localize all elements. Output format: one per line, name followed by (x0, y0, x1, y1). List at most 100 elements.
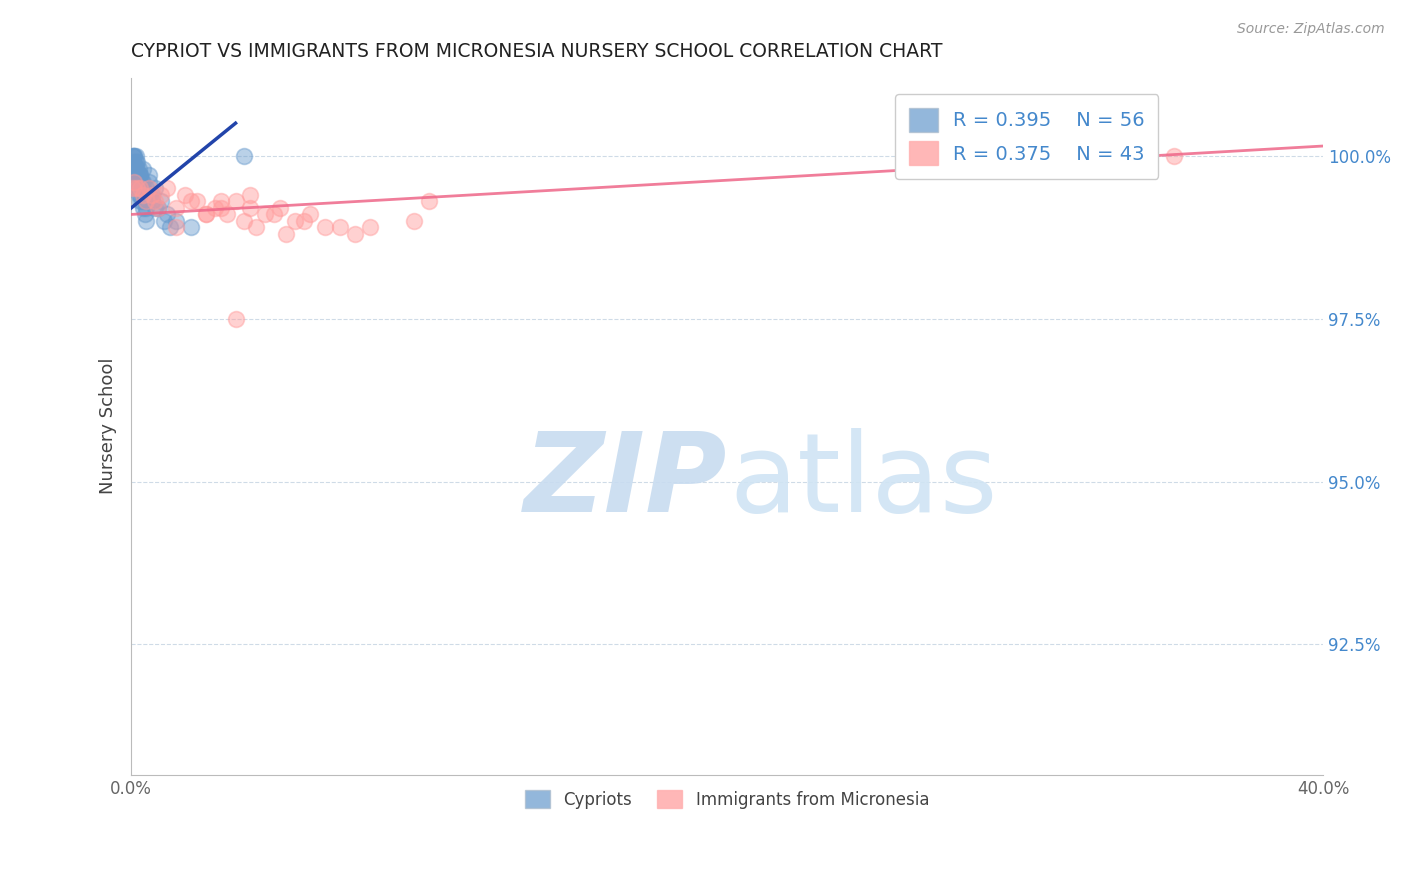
Point (173, 187, 195, 202)
Point (129, 175, 152, 189)
Point (132, 175, 155, 189)
Point (131, 175, 153, 189)
Point (418, 194, 440, 209)
Point (132, 181, 155, 195)
Point (215, 207, 238, 221)
Point (129, 169, 152, 183)
Text: CYPRIOT VS IMMIGRANTS FROM MICRONESIA NURSERY SCHOOL CORRELATION CHART: CYPRIOT VS IMMIGRANTS FROM MICRONESIA NU… (131, 42, 943, 61)
Point (125, 155, 148, 169)
Point (194, 207, 217, 221)
Point (128, 161, 150, 176)
Point (138, 181, 160, 195)
Point (159, 220, 181, 235)
Point (121, 149, 143, 163)
Point (284, 214, 307, 228)
Point (254, 207, 277, 221)
Point (122, 161, 145, 176)
Y-axis label: Nursery School: Nursery School (100, 358, 117, 494)
Point (141, 194, 163, 209)
Point (138, 187, 160, 202)
Point (146, 201, 169, 215)
Text: atlas: atlas (730, 428, 998, 535)
Point (143, 201, 166, 215)
Point (209, 194, 232, 209)
Point (122, 149, 145, 163)
Point (156, 207, 179, 221)
Point (131, 181, 153, 195)
Point (134, 194, 156, 209)
Point (153, 214, 176, 228)
Point (127, 161, 149, 176)
Point (404, 214, 426, 228)
Point (165, 214, 187, 228)
Point (329, 220, 352, 235)
Point (128, 169, 150, 183)
Point (125, 169, 148, 183)
Point (138, 169, 160, 183)
Point (131, 194, 153, 209)
Point (121, 161, 143, 176)
Point (165, 220, 187, 235)
Point (129, 187, 152, 202)
Point (141, 187, 163, 202)
Point (127, 181, 149, 195)
Point (150, 187, 173, 202)
Legend: Cypriots, Immigrants from Micronesia: Cypriots, Immigrants from Micronesia (519, 784, 936, 815)
Point (209, 201, 232, 215)
Point (138, 175, 160, 189)
Point (127, 155, 149, 169)
Point (134, 187, 156, 202)
Point (143, 181, 166, 195)
Point (121, 181, 143, 195)
Point (127, 181, 149, 195)
Point (129, 169, 152, 183)
Point (129, 194, 152, 209)
Point (135, 194, 157, 209)
Point (204, 201, 226, 215)
Point (122, 175, 145, 189)
Point (263, 207, 285, 221)
Point (141, 187, 163, 202)
Point (276, 227, 298, 241)
Point (343, 227, 366, 241)
Point (135, 201, 157, 215)
Text: ZIP: ZIP (523, 428, 727, 535)
Point (146, 201, 169, 215)
Point (180, 194, 202, 209)
Point (128, 181, 150, 195)
Point (121, 149, 143, 163)
Point (239, 187, 262, 202)
Point (132, 187, 155, 202)
Point (125, 175, 148, 189)
Point (132, 161, 155, 176)
Point (269, 201, 291, 215)
Point (135, 214, 157, 228)
Point (128, 187, 150, 202)
Point (299, 207, 322, 221)
Point (245, 220, 267, 235)
Point (165, 201, 187, 215)
Point (143, 194, 166, 209)
Point (121, 155, 143, 169)
Point (292, 214, 315, 228)
Point (135, 194, 157, 209)
Point (225, 194, 247, 209)
Point (314, 220, 336, 235)
Point (125, 161, 148, 176)
Point (134, 207, 156, 221)
Point (122, 149, 145, 163)
Point (127, 175, 149, 189)
Point (132, 187, 155, 202)
Point (233, 149, 256, 163)
Point (122, 169, 145, 183)
Point (1163, 149, 1185, 163)
Point (135, 181, 157, 195)
Text: Source: ZipAtlas.com: Source: ZipAtlas.com (1237, 22, 1385, 37)
Point (129, 181, 152, 195)
Point (180, 220, 202, 235)
Point (132, 201, 155, 215)
Point (239, 201, 262, 215)
Point (156, 181, 179, 195)
Point (359, 220, 381, 235)
Point (194, 207, 217, 221)
